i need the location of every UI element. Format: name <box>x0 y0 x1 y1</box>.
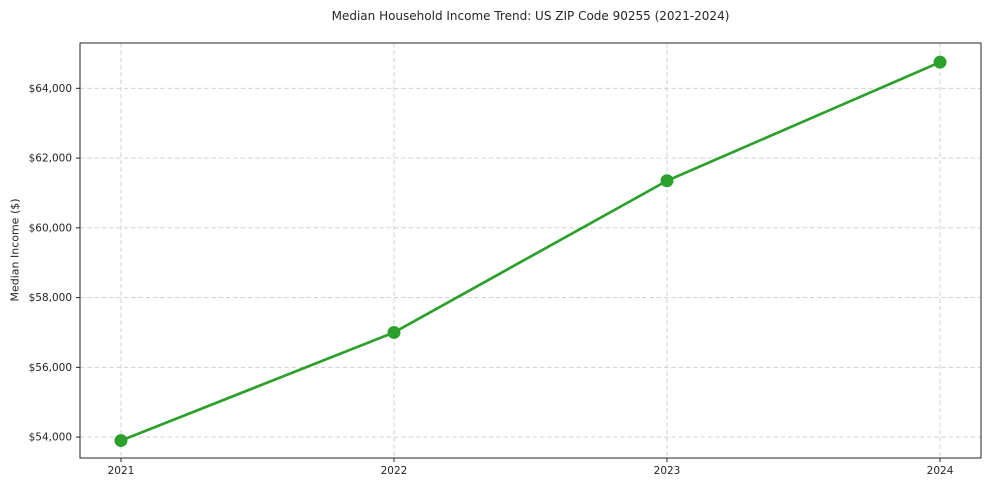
data-point-marker <box>660 174 674 188</box>
data-point-marker <box>114 434 128 448</box>
x-tick-label: 2023 <box>654 465 681 477</box>
y-tick-label: $64,000 <box>29 83 72 95</box>
y-tick-label: $56,000 <box>29 362 72 374</box>
y-tick-label: $54,000 <box>29 432 72 444</box>
x-tick-label: 2021 <box>108 465 135 477</box>
chart-title: Median Household Income Trend: US ZIP Co… <box>331 9 730 23</box>
axes-border <box>79 42 982 459</box>
y-tick-label: $60,000 <box>29 222 72 234</box>
trend-line <box>119 60 942 442</box>
plot-background <box>80 43 981 458</box>
y-tick-label: $58,000 <box>29 292 72 304</box>
x-tick-label: 2022 <box>381 465 408 477</box>
data-point-marker <box>933 55 947 69</box>
x-tick-label: 2024 <box>927 465 954 477</box>
data-point-marker <box>387 325 401 339</box>
y-tick-label: $62,000 <box>29 153 72 165</box>
